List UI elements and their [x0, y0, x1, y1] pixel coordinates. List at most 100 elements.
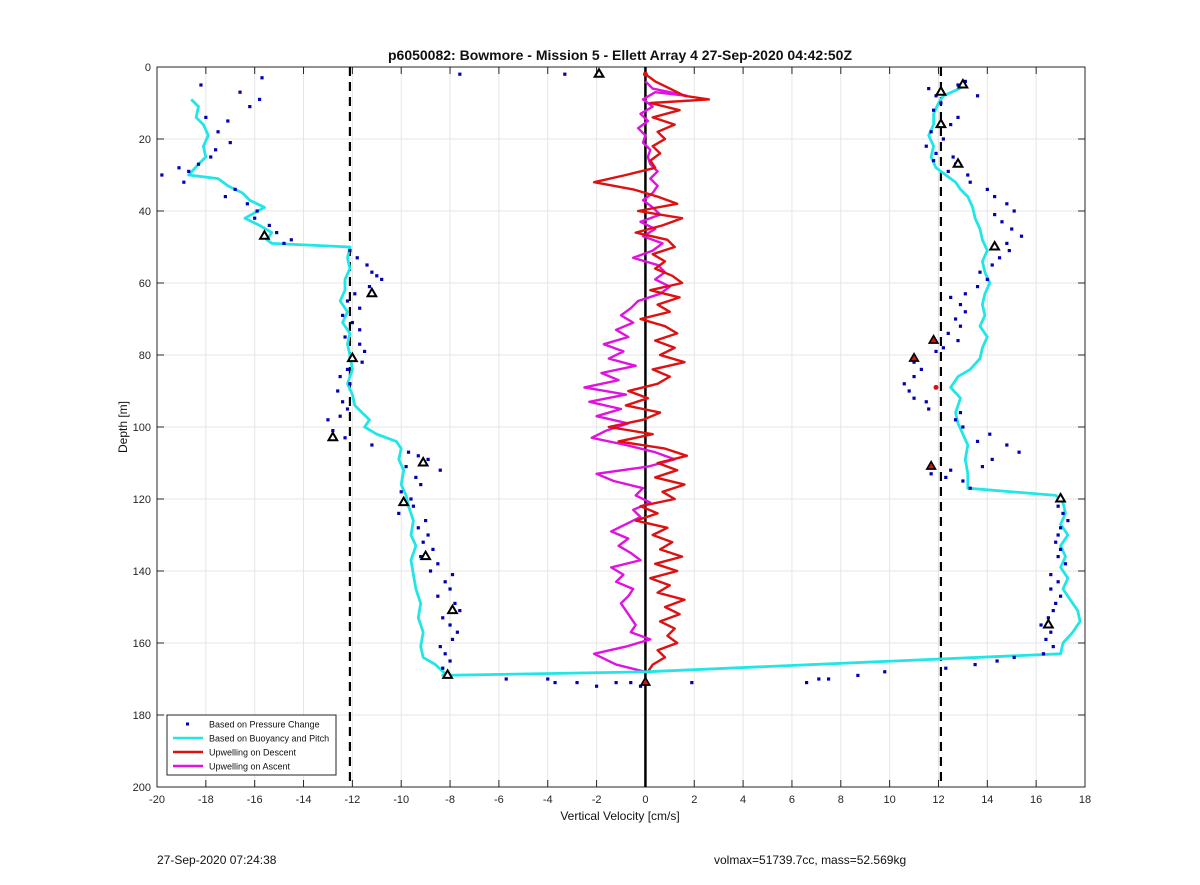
pressure-data-point — [343, 335, 347, 339]
pressure-data-point — [1000, 220, 1004, 224]
pressure-data-point — [931, 159, 936, 163]
pressure-data-point — [370, 270, 374, 274]
pressure-data-point — [946, 331, 950, 335]
pressure-data-point — [358, 328, 362, 332]
pressure-data-point — [367, 285, 372, 289]
pressure-data-point — [1017, 450, 1021, 454]
event-marker — [417, 456, 430, 467]
pressure-data-point — [1051, 609, 1055, 613]
pressure-data-point — [431, 547, 435, 551]
pressure-data-point — [975, 285, 980, 289]
pressure-data-point — [934, 349, 938, 353]
pressure-data-point — [1007, 249, 1011, 253]
x-tick-label: -20 — [149, 794, 165, 806]
y-tick-label: 200 — [133, 782, 151, 794]
pressure-data-point — [375, 274, 379, 278]
y-tick-label: 20 — [139, 134, 151, 146]
pressure-data-point — [358, 306, 362, 310]
pressure-data-point — [160, 173, 164, 177]
pressure-data-point — [929, 130, 933, 134]
event-marker — [934, 117, 948, 129]
pressure-data-point — [338, 414, 342, 418]
pressure-data-point — [228, 141, 232, 145]
x-tick-label: -18 — [198, 794, 214, 806]
pressure-data-point — [443, 652, 447, 656]
pressure-data-point — [426, 533, 430, 537]
pressure-data-point — [370, 443, 374, 447]
pressure-data-point — [1012, 209, 1016, 213]
pressure-data-point — [990, 457, 994, 461]
pressure-data-point — [1061, 511, 1065, 515]
y-tick-label: 140 — [133, 566, 151, 578]
event-marker — [419, 549, 432, 561]
pressure-data-point — [956, 115, 960, 119]
pressure-data-point — [448, 587, 452, 591]
legend-label: Upwelling on Ascent — [209, 762, 291, 772]
pressure-data-point — [450, 573, 455, 577]
pressure-data-point — [419, 483, 423, 487]
pressure-data-point — [1056, 504, 1060, 508]
pressure-data-point — [411, 504, 416, 508]
pressure-data-point — [563, 72, 567, 76]
pressure-data-point — [985, 187, 989, 191]
pressure-data-point — [963, 292, 967, 296]
pressure-data-point — [348, 249, 352, 253]
chart-title: p6050082: Bowmore - Mission 5 - Ellett A… — [388, 47, 852, 63]
x-tick-label: -8 — [445, 794, 455, 806]
pressure-data-point — [1046, 616, 1050, 620]
pressure-data-point — [944, 475, 948, 479]
pressure-data-point — [1049, 573, 1053, 577]
event-marker — [365, 286, 378, 298]
pressure-data-point — [438, 468, 442, 472]
pressure-data-point — [404, 465, 408, 469]
pressure-data-point — [1041, 652, 1046, 656]
pressure-data-point — [355, 256, 359, 260]
pressure-data-point — [331, 429, 335, 433]
pressure-data-point — [436, 594, 440, 598]
pressure-data-point — [997, 256, 1002, 260]
pressure-data-point — [963, 310, 967, 314]
pressure-data-point — [1019, 234, 1024, 238]
y-tick-label: 80 — [139, 350, 151, 362]
pressure-data-point — [934, 94, 938, 98]
pressure-data-point — [216, 130, 220, 134]
pressure-data-point — [575, 681, 579, 685]
pressure-data-point — [1058, 594, 1063, 598]
pressure-data-point — [380, 277, 384, 281]
pressure-data-point — [1051, 645, 1055, 649]
pressure-data-point — [421, 540, 425, 544]
pressure-data-point — [546, 677, 550, 681]
event-marker — [951, 157, 965, 168]
legend-label: Upwelling on Descent — [209, 748, 297, 758]
x-tick-label: 6 — [789, 794, 795, 806]
event-marker — [934, 85, 948, 96]
pressure-data-point — [267, 223, 271, 227]
pressure-data-point — [416, 526, 420, 530]
pressure-data-point — [341, 400, 345, 404]
y-tick-label: 120 — [133, 494, 151, 506]
pressure-data-point — [995, 659, 999, 663]
pressure-data-point — [941, 137, 945, 141]
descent-series-line — [592, 73, 711, 673]
pressure-data-point — [941, 346, 945, 350]
pressure-data-point — [1005, 443, 1009, 447]
pressure-data-point — [358, 342, 362, 346]
pressure-data-point — [927, 87, 931, 91]
pressure-data-point — [1044, 637, 1048, 641]
pressure-data-point — [944, 666, 948, 670]
pressure-data-point — [958, 303, 963, 307]
pressure-data-point — [1005, 202, 1009, 206]
pressure-data-point — [397, 511, 401, 515]
pressure-data-point — [629, 681, 633, 685]
pressure-data-point — [455, 630, 459, 634]
pressure-data-point — [1054, 540, 1058, 544]
pressure-data-point — [458, 72, 462, 76]
pressure-data-point — [924, 144, 928, 148]
event-marker — [592, 67, 606, 78]
pressure-data-point — [282, 241, 286, 245]
x-tick-label: 10 — [884, 794, 896, 806]
x-tick-label: 18 — [1079, 794, 1091, 806]
pressure-data-point — [453, 601, 457, 605]
pressure-data-point — [614, 681, 618, 685]
x-tick-label: -16 — [247, 794, 263, 806]
